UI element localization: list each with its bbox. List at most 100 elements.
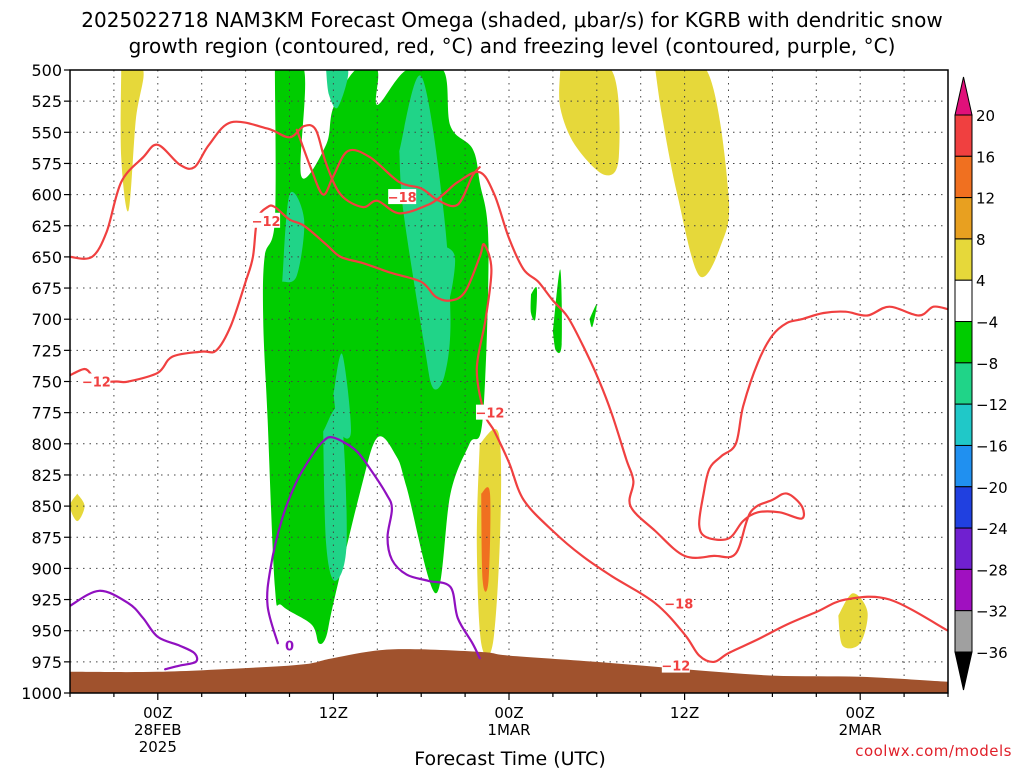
colorbar-label-7: −12: [976, 396, 1008, 414]
colorbar-label-6: −8: [976, 355, 998, 373]
omega-region-4: [838, 593, 868, 649]
colorbar-bin-1: [954, 155, 973, 199]
colorbar-bin-2: [954, 197, 973, 240]
omega-region-10: [552, 269, 562, 354]
contour-label-6: 0: [283, 637, 296, 655]
y-tick-label-825: 825: [31, 466, 62, 485]
omega-region-9: [530, 286, 538, 321]
y-tick-label-550: 550: [31, 123, 62, 142]
colorbar-label-8: −16: [976, 437, 1008, 455]
colorbar-bin-3: [954, 238, 973, 281]
x-tick-label-48-1: 2MAR: [839, 721, 882, 739]
y-tick-label-800: 800: [31, 435, 62, 454]
contour-label-5: −12: [661, 657, 690, 675]
y-tick-label-625: 625: [31, 217, 62, 236]
colorbar-label-5: −4: [976, 314, 998, 332]
contour-label-bg-5: [661, 657, 690, 673]
colorbar-bin-12: [954, 610, 973, 653]
omega-region-13: [333, 353, 352, 439]
contour-label-1: −12: [252, 212, 281, 230]
colorbar-label-1: 16: [976, 148, 995, 166]
y-tick-label-575: 575: [31, 154, 62, 173]
contour-label-text-5: −12: [661, 660, 690, 675]
contour-label-bg-3: [475, 404, 504, 420]
omega-region-14: [399, 75, 451, 390]
colorbar-bin-10: [954, 527, 973, 570]
terrain-fill: [70, 649, 948, 693]
contour-label-text-0: −12: [82, 376, 111, 391]
y-tick-label-650: 650: [31, 248, 62, 267]
contour-line-4: [266, 436, 481, 660]
contour-line-1: [70, 204, 948, 664]
contour-label-text-6: 0: [285, 640, 294, 655]
x-tick-label-36-0: 12Z: [670, 704, 699, 722]
colorbar-label-13: −36: [976, 644, 1008, 662]
y-tick-label-500: 500: [31, 61, 62, 80]
y-tick-label-750: 750: [31, 373, 62, 392]
colorbar: 20 16 12 8 4 −4 −8 −12 −16 −20 −24 −28 −32 −36: [954, 76, 1008, 691]
y-tick-label-875: 875: [31, 528, 62, 547]
colorbar-bin-8: [954, 444, 973, 488]
colorbar-bin-4: [954, 279, 973, 323]
colorbar-label-4: 4: [976, 272, 986, 290]
x-tick-label-24-1: 1MAR: [487, 721, 530, 739]
x-tick-label-0-2: 2025: [139, 738, 177, 756]
y-tick-label-525: 525: [31, 92, 62, 111]
contour-label-bg-6: [283, 637, 296, 653]
contour-label-4: −18: [664, 595, 693, 612]
x-tick-label-24-0: 00Z: [494, 704, 523, 722]
colorbar-under-arrow: [954, 651, 973, 691]
contour-lines: [70, 120, 948, 671]
contour-label-bg-1: [252, 212, 281, 228]
colorbar-bin-0: [954, 114, 973, 157]
omega-region-11: [282, 191, 305, 283]
y-tick-label-675: 675: [31, 279, 62, 298]
x-axis-label: Forecast Time (UTC): [414, 748, 605, 768]
contour-line-3: [70, 589, 199, 671]
x-tick-label-48-0: 00Z: [846, 704, 875, 722]
omega-region-6: [481, 487, 491, 592]
omega-region-3: [655, 70, 730, 278]
contour-label-text-2: −18: [388, 191, 417, 206]
y-tick-label-975: 975: [31, 653, 62, 672]
y-tick-label-600: 600: [31, 186, 62, 205]
chart-title-line2: growth region (contoured, red, °C) and f…: [129, 34, 896, 58]
colorbar-bin-6: [954, 362, 973, 405]
omega-region-8: [589, 304, 597, 328]
colorbar-label-12: −32: [976, 603, 1008, 621]
omega-region-1: [70, 493, 85, 522]
colorbar-bin-11: [954, 568, 973, 612]
y-tick-label-700: 700: [31, 310, 62, 329]
colorbar-label-10: −24: [976, 520, 1008, 538]
y-tick-label-725: 725: [31, 341, 62, 360]
plot-background: [70, 70, 948, 693]
x-tick-label-0-0: 00Z: [143, 704, 172, 722]
y-tick-label-850: 850: [31, 497, 62, 516]
colorbar-label-9: −20: [976, 479, 1008, 497]
y-axis-ticks: 500 525 550 575 600 625 650 675 700 725 750 775 800 8…: [21, 61, 70, 703]
x-tick-label-12-0: 12Z: [319, 704, 348, 722]
colorbar-label-3: 8: [976, 231, 986, 249]
omega-region-15: [436, 244, 456, 314]
contour-label-text-3: −12: [475, 407, 504, 422]
contour-label-2: −18: [388, 189, 417, 206]
colorbar-label-2: 12: [976, 190, 995, 208]
contour-label-bg-0: [82, 373, 111, 389]
omega-region-0: [120, 70, 144, 212]
omega-region-16: [326, 70, 349, 109]
omega-region-2: [559, 70, 620, 176]
plot-area: −12 −12 −18 −12 −18 −12 0: [70, 70, 948, 693]
contour-label-bg-2: [388, 189, 417, 205]
chart-title-line1: 2025022718 NAM3KM Forecast Omega (shaded…: [81, 8, 942, 32]
y-tick-label-775: 775: [31, 404, 62, 423]
contour-label-text-4: −18: [664, 597, 693, 612]
y-tick-label-1000: 1000: [21, 684, 62, 703]
contour-labels: −12 −12 −18 −12 −18 −12 0: [82, 189, 693, 675]
colorbar-bin-9: [954, 486, 973, 529]
colorbar-over-arrow: [954, 76, 973, 116]
contour-label-3: −12: [475, 404, 504, 422]
y-tick-label-925: 925: [31, 591, 62, 610]
colorbar-bin-7: [954, 403, 973, 446]
